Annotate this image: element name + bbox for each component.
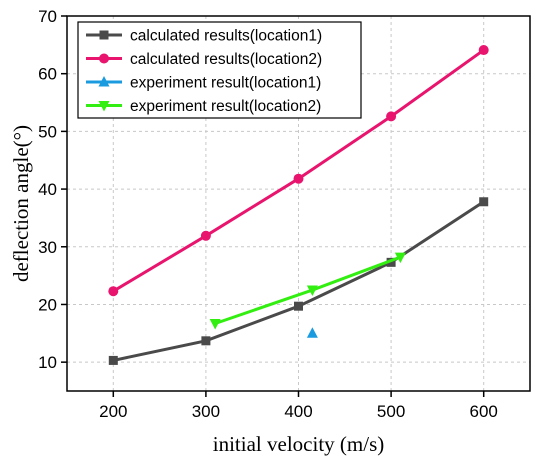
y-tick-label: 20 bbox=[38, 295, 57, 314]
data-point bbox=[479, 197, 489, 207]
legend-label: experiment result(location1) bbox=[130, 75, 321, 92]
x-tick-label: 200 bbox=[99, 402, 127, 421]
legend: calculated results(location1) calculated … bbox=[77, 21, 362, 119]
x-tick-label: 300 bbox=[192, 402, 220, 421]
legend-marker bbox=[98, 76, 110, 87]
legend-marker bbox=[99, 53, 109, 64]
x-tick-label: 600 bbox=[470, 402, 498, 421]
y-tick-label: 60 bbox=[38, 65, 57, 84]
legend-label: calculated results(location1) bbox=[130, 28, 322, 45]
legend-marker bbox=[98, 101, 110, 112]
y-tick-label: 40 bbox=[38, 180, 57, 199]
data-point bbox=[294, 301, 303, 311]
legend-label: experiment result(location2) bbox=[130, 98, 321, 115]
series-1 bbox=[108, 197, 489, 365]
data-point bbox=[478, 45, 489, 56]
y-tick-label: 70 bbox=[38, 7, 57, 26]
data-point bbox=[209, 319, 221, 330]
data-point bbox=[386, 257, 396, 267]
legend-label: calculated results(location2) bbox=[130, 51, 322, 68]
data-point bbox=[108, 286, 119, 297]
y-tick-label: 10 bbox=[38, 353, 57, 372]
data-point bbox=[108, 355, 118, 365]
data-point bbox=[200, 230, 211, 241]
y-tick-label: 30 bbox=[38, 238, 57, 257]
x-tick-label: 400 bbox=[284, 402, 312, 421]
data-point bbox=[306, 327, 318, 338]
data-point bbox=[201, 336, 211, 346]
data-point bbox=[306, 285, 318, 297]
y-tick-label: 50 bbox=[38, 122, 57, 141]
series-3 bbox=[306, 327, 318, 338]
axis-ticks: 200 300 400 500 600 10 20 30 40 50 60 70 bbox=[38, 7, 498, 421]
x-axis-label: initial velocity (m/s) bbox=[213, 432, 384, 456]
legend-box bbox=[77, 21, 362, 119]
y-axis-label: deflection angle(°) bbox=[9, 125, 33, 282]
series-layer bbox=[108, 45, 489, 365]
series-2 bbox=[108, 45, 489, 297]
data-point bbox=[394, 252, 406, 264]
data-point bbox=[386, 111, 397, 122]
data-point bbox=[293, 173, 304, 184]
legend-marker bbox=[99, 30, 109, 40]
x-tick-label: 500 bbox=[377, 402, 405, 421]
series-4 bbox=[209, 252, 406, 330]
